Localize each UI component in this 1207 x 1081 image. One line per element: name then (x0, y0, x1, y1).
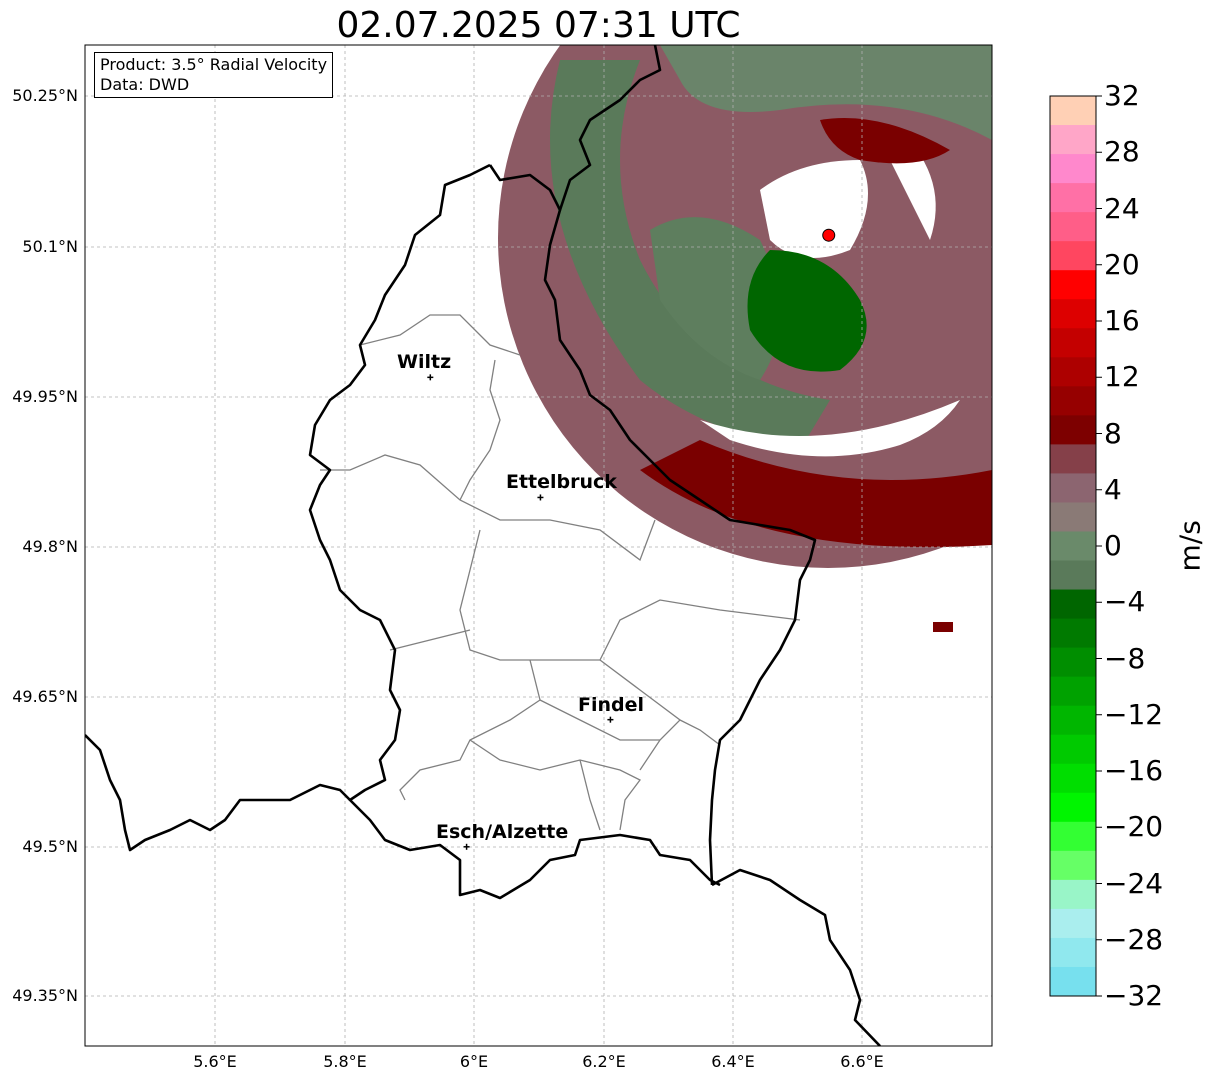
colorbar-segment (1050, 850, 1096, 881)
colorbar-tick-label: −24 (1104, 866, 1164, 900)
lat-tick-label: 49.5°N (22, 837, 78, 856)
canton-borders (320, 314, 801, 831)
colorbar-tick-label: −8 (1104, 641, 1146, 675)
colorbar-segment (1050, 183, 1096, 213)
colorbar-tick-label: 0 (1104, 529, 1122, 562)
lon-tick-label: 5.8°E (323, 1052, 367, 1071)
city-markers (427, 374, 614, 850)
lon-tick-label: 6°E (459, 1052, 489, 1071)
data-source-text: Data: DWD (100, 75, 190, 94)
colorbar-frame (1049, 95, 1097, 997)
colorbar-segment (1050, 879, 1096, 910)
product-info-box: Product: 3.5° Radial Velocity Data: DWD (94, 52, 334, 98)
lat-tick-label: 50.25°N (12, 86, 78, 105)
colorbar-tick-label: 24 (1104, 191, 1140, 225)
colorbar-tick-label: −16 (1104, 754, 1164, 787)
lat-tick-label: 50.1°N (22, 237, 78, 256)
colorbar-segment (1050, 125, 1096, 155)
colorbar-tick-label: 12 (1104, 360, 1140, 394)
colorbar-tick-label: −4 (1104, 585, 1146, 619)
lon-tick-label: 6.6°E (840, 1052, 884, 1071)
colorbar-tick-label: 16 (1104, 304, 1140, 337)
colorbar-segment (1050, 821, 1096, 852)
colorbar-segment (1050, 270, 1096, 300)
country-borders (85, 45, 881, 1046)
colorbar-tick-label: 8 (1104, 416, 1122, 450)
colorbar-tick-label: −20 (1104, 810, 1164, 844)
colorbar-segment (1050, 908, 1096, 939)
city-marker (537, 494, 544, 501)
city-marker (427, 374, 434, 381)
colorbar-segment (1050, 473, 1096, 503)
colorbar-segment (1050, 212, 1096, 242)
colorbar-segment (1050, 386, 1096, 416)
colorbar-segment (1050, 96, 1096, 126)
colorbar-segment (1050, 415, 1096, 445)
colorbar-tick-label: −32 (1104, 979, 1164, 1012)
colorbar-segment (1050, 966, 1096, 997)
colorbar-segment (1050, 705, 1096, 736)
colorbar-segment (1050, 357, 1096, 387)
colorbar-segment (1050, 937, 1096, 968)
colorbar-segment (1050, 328, 1096, 358)
colorbar-segment (1050, 444, 1096, 474)
colorbar-segment (1050, 241, 1096, 271)
colorbar-segment (1050, 618, 1096, 649)
map-title: 02.07.2025 07:31 UTC (336, 5, 741, 46)
colorbar-unit-label: m/s (1173, 520, 1207, 572)
radar-echo-field (498, 45, 992, 632)
colorbar-tick-label: 4 (1104, 472, 1122, 506)
city-label-wiltz: Wiltz (397, 351, 452, 373)
lon-tick-label: 5.6°E (193, 1052, 237, 1071)
colorbar-segment (1050, 734, 1096, 765)
colorbar-segment (1050, 154, 1096, 184)
colorbar-segment (1050, 560, 1096, 591)
colorbar-tick-label: −12 (1104, 697, 1164, 731)
colorbar-segment (1050, 502, 1096, 532)
city-label-ettelbruck: Ettelbruck (506, 471, 617, 493)
colorbar-tick-label: 32 (1104, 79, 1140, 112)
colorbar (1050, 95, 1102, 997)
colorbar-segment (1050, 676, 1096, 707)
city-label-findel: Findel (578, 694, 645, 716)
colorbar-segment (1050, 531, 1096, 562)
city-label-esch-alzette: Esch/Alzette (436, 821, 569, 843)
lon-tick-label: 6.2°E (582, 1052, 626, 1071)
product-text: Product: 3.5° Radial Velocity (100, 55, 328, 74)
lat-tick-label: 49.65°N (12, 687, 78, 706)
grid-lines (85, 45, 992, 1046)
city-marker (463, 843, 470, 850)
colorbar-segment (1050, 792, 1096, 823)
colorbar-segment (1050, 763, 1096, 794)
colorbar-segment (1050, 647, 1096, 678)
colorbar-tick-label: 28 (1104, 135, 1140, 169)
colorbar-segment (1050, 299, 1096, 329)
colorbar-tick-label: 20 (1104, 247, 1140, 281)
lat-tick-label: 49.35°N (12, 986, 78, 1005)
lat-tick-label: 49.8°N (22, 537, 78, 556)
lon-tick-label: 6.4°E (711, 1052, 755, 1071)
colorbar-tick-label: −28 (1104, 922, 1164, 956)
lat-tick-label: 49.95°N (12, 387, 78, 406)
city-marker (607, 716, 614, 723)
colorbar-segment (1050, 589, 1096, 620)
radar-site-marker (822, 228, 836, 242)
map-frame (84, 44, 993, 1047)
